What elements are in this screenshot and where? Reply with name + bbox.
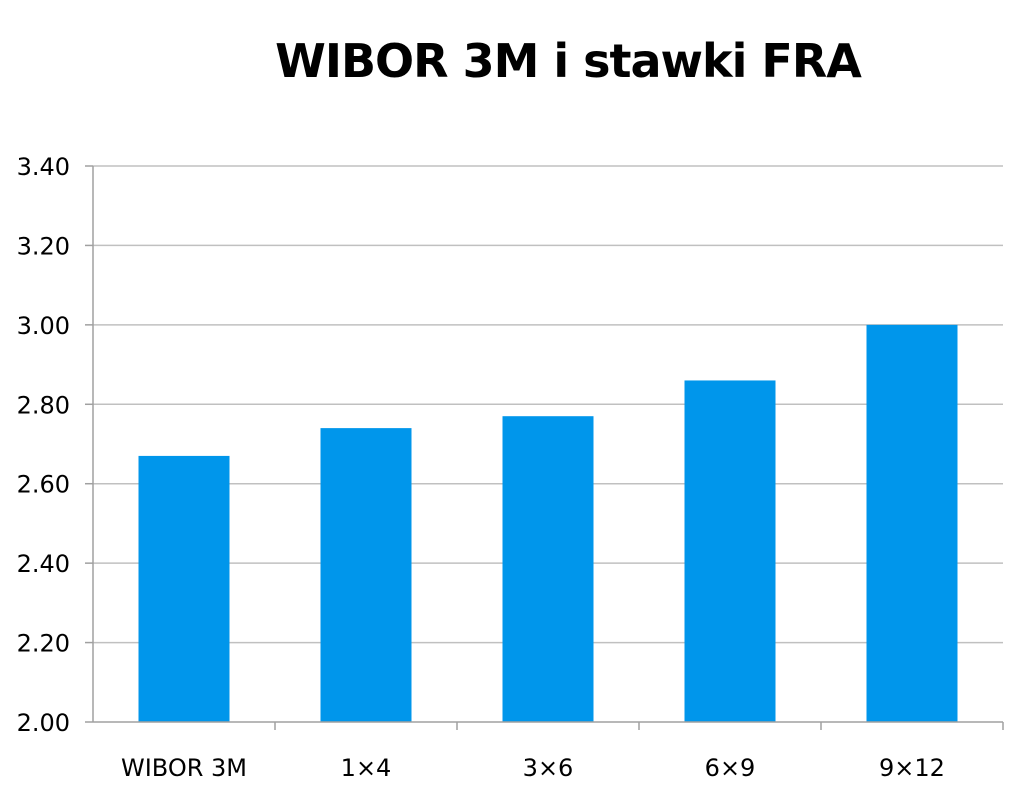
y-tick-label: 3.40 — [17, 153, 70, 181]
chart-title: WIBOR 3M i stawki FRA — [275, 34, 862, 88]
bar — [502, 416, 594, 722]
y-tick-label: 3.00 — [17, 312, 70, 340]
bar — [320, 428, 412, 722]
bar — [684, 380, 776, 722]
y-tick-labels: 2.00 2.20 2.40 2.60 2.80 3.00 3.20 3.40 — [17, 153, 70, 737]
bar — [866, 324, 958, 722]
y-tick-label: 2.00 — [17, 709, 70, 737]
x-tick-label: 9×12 — [879, 754, 945, 782]
y-tick-label: 3.20 — [17, 232, 70, 260]
y-tick-label: 2.20 — [17, 630, 70, 658]
x-tick-label: 3×6 — [523, 754, 574, 782]
y-tick-label: 2.80 — [17, 391, 70, 419]
bar — [138, 455, 230, 722]
x-tick-label: WIBOR 3M — [121, 754, 247, 782]
x-tick-labels: WIBOR 3M 1×4 3×6 6×9 9×12 — [121, 754, 945, 782]
bars — [138, 324, 958, 722]
y-tick-label: 2.60 — [17, 471, 70, 499]
x-tick-label: 1×4 — [341, 754, 392, 782]
y-tick-label: 2.40 — [17, 550, 70, 578]
axes — [85, 165, 1004, 730]
x-tick-label: 6×9 — [705, 754, 756, 782]
